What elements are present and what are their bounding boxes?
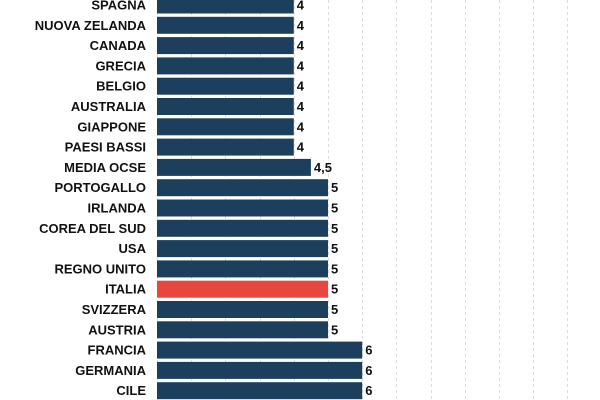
value-label-italia: 5 <box>331 282 338 297</box>
category-label-cile: CILE <box>116 383 146 398</box>
category-label-svizzera: SVIZZERA <box>82 302 147 317</box>
bar-austria <box>157 321 328 339</box>
bar-grecia <box>157 57 294 75</box>
category-label-grecia: GRECIA <box>95 58 146 73</box>
value-label-regno-unito: 5 <box>331 261 338 276</box>
bar-canada <box>157 37 294 55</box>
bar-australia <box>157 98 294 115</box>
bars <box>157 0 363 400</box>
category-label-canada: CANADA <box>90 38 147 53</box>
bar-irlanda <box>157 199 328 217</box>
category-label-corea-del-sud: COREA DEL SUD <box>39 221 146 236</box>
bar-cile <box>157 382 363 400</box>
category-labels: SPAGNA NUOVA ZELANDA CANADA GRECIA BELGIO AUS… <box>35 0 147 398</box>
bar-spagna <box>157 0 294 14</box>
value-label-svizzera: 5 <box>331 302 338 317</box>
bar-italia <box>157 280 328 298</box>
bar-corea-del-sud <box>157 219 328 237</box>
value-label-paesi-bassi: 4 <box>297 140 305 155</box>
category-label-giappone: GIAPPONE <box>77 119 146 134</box>
value-label-belgio: 4 <box>297 79 305 94</box>
value-label-cile: 6 <box>365 383 372 398</box>
category-label-media-ocse: MEDIA OCSE <box>64 160 146 175</box>
value-label-australia: 4 <box>297 99 305 114</box>
bar-paesi-bassi <box>157 138 294 156</box>
bar-svizzera <box>157 301 328 318</box>
value-label-irlanda: 5 <box>331 201 338 216</box>
value-label-spagna: 4 <box>297 0 305 13</box>
category-label-paesi-bassi: PAESI BASSI <box>65 140 146 155</box>
bar-portogallo <box>157 179 328 197</box>
category-label-francia: FRANCIA <box>88 343 147 358</box>
value-label-austria: 5 <box>331 322 338 337</box>
bar-usa <box>157 240 328 258</box>
category-label-portogallo: PORTOGALLO <box>55 180 146 195</box>
category-label-belgio: BELGIO <box>96 79 146 94</box>
value-label-nuova-zelanda: 4 <box>297 18 305 33</box>
bar-media-ocse <box>157 158 311 176</box>
bar-francia <box>157 341 363 359</box>
bar-regno-unito <box>157 260 328 278</box>
value-label-media-ocse: 4,5 <box>314 160 332 175</box>
category-label-austria: AUSTRIA <box>88 322 146 337</box>
bar-nuova-zelanda <box>157 16 294 34</box>
value-label-canada: 4 <box>297 38 305 53</box>
bar-belgio <box>157 77 294 95</box>
value-labels: 4 4 4 4 4 4 4 4 4,5 5 5 5 5 5 5 5 5 6 6 6 <box>297 0 373 398</box>
value-label-usa: 5 <box>331 241 338 256</box>
category-label-spagna: SPAGNA <box>91 0 146 13</box>
category-label-usa: USA <box>119 241 147 256</box>
value-label-portogallo: 5 <box>331 180 338 195</box>
value-label-corea-del-sud: 5 <box>331 221 338 236</box>
value-label-germania: 6 <box>365 363 372 378</box>
value-label-francia: 6 <box>365 343 372 358</box>
bar-germania <box>157 361 363 379</box>
category-label-australia: AUSTRALIA <box>71 99 147 114</box>
category-label-irlanda: IRLANDA <box>88 201 147 216</box>
category-label-italia: ITALIA <box>105 282 147 297</box>
category-label-nuova-zelanda: NUOVA ZELANDA <box>35 18 147 33</box>
value-label-giappone: 4 <box>297 119 305 134</box>
category-label-regno-unito: REGNO UNITO <box>55 261 147 276</box>
bar-giappone <box>157 118 294 136</box>
category-label-germania: GERMANIA <box>75 363 146 378</box>
value-label-grecia: 4 <box>297 58 305 73</box>
